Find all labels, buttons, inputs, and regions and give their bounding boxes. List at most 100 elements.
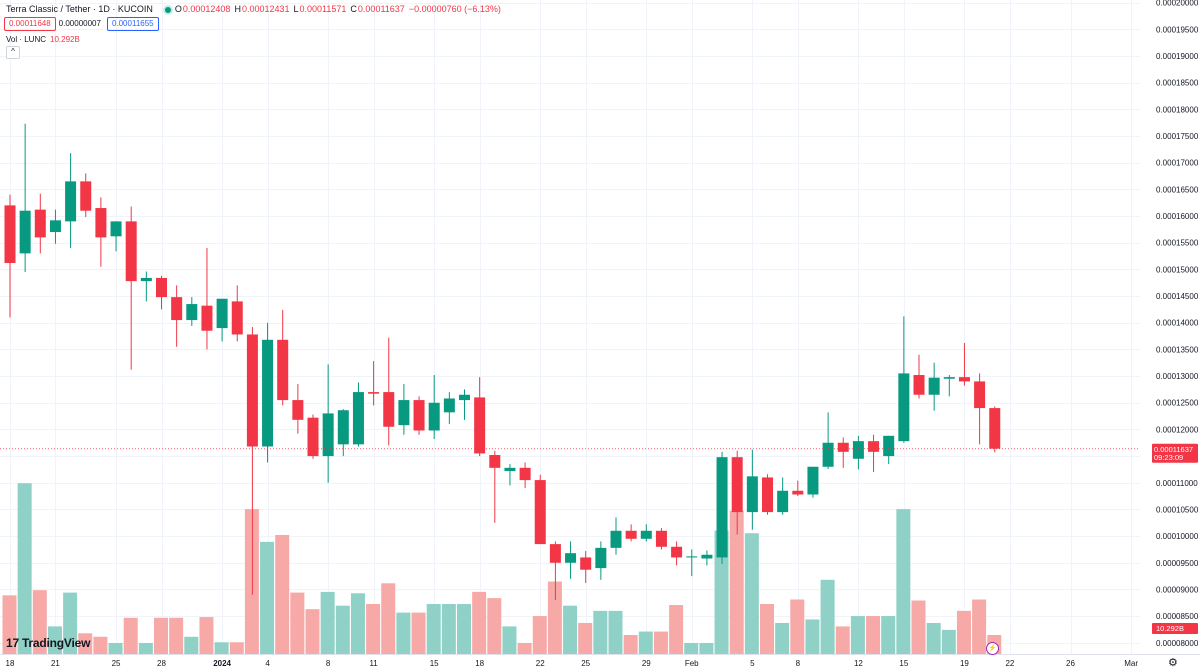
candle-body [640, 530, 652, 539]
candle-body [95, 208, 107, 238]
order-boxes: 0.00011648 0.00000007 0.00011655 [4, 17, 162, 31]
low-value: 0.00011571 [299, 4, 347, 14]
gear-icon[interactable]: ⚙ [1168, 657, 1178, 669]
candle-body [413, 400, 425, 431]
volume-bar [638, 631, 653, 654]
candle-body [49, 220, 61, 233]
volume-last-label: 10.292B [1156, 624, 1184, 633]
volume-bar [260, 541, 275, 654]
candle-body [989, 408, 1001, 449]
tradingview-logo-text: TradingView [21, 636, 91, 650]
candle-body [368, 392, 380, 394]
price-tick-label: 0.00012000 [1156, 425, 1199, 434]
volume-bar [563, 605, 578, 654]
price-tick-label: 0.00009000 [1156, 585, 1199, 594]
volume-bar [17, 483, 32, 654]
time-tick-label: 26 [1066, 659, 1075, 668]
low-label: L [293, 4, 299, 14]
candle-body [459, 394, 470, 401]
volume-bars [2, 483, 1002, 654]
sell-price-button[interactable]: 0.00011648 [4, 17, 56, 31]
price-tick-label: 0.00015500 [1156, 239, 1199, 248]
time-tick-label: 18 [475, 659, 484, 668]
candle-body [352, 392, 364, 445]
lightning-icon[interactable]: ⚡ [986, 642, 999, 655]
volume-bar [941, 629, 956, 654]
time-tick-label: 8 [326, 659, 331, 668]
volume-bar [411, 612, 426, 654]
price-tick-label: 0.00016000 [1156, 212, 1199, 221]
volume-value: 10.292B [50, 35, 80, 44]
volume-bar [184, 636, 199, 654]
buy-price-button[interactable]: 0.00011655 [106, 17, 159, 31]
candle-body [398, 400, 410, 426]
volume-bar [744, 533, 759, 654]
candle-body [443, 398, 455, 413]
candle-body [610, 530, 622, 548]
candle-body [186, 304, 198, 321]
candle-body [171, 297, 183, 321]
time-tick-label: 12 [854, 659, 863, 668]
candle-body [322, 413, 334, 457]
candle-body [837, 442, 849, 452]
collapse-legend-icon[interactable]: ^ [6, 46, 20, 59]
candle-body [519, 467, 531, 481]
volume-bar [47, 626, 62, 654]
volume-bar [63, 592, 78, 654]
time-tick-label: 11 [369, 659, 378, 668]
volume-bar [669, 605, 684, 654]
volume-bar [78, 633, 93, 654]
candle-body [822, 442, 834, 467]
close-label: C [350, 4, 357, 14]
volume-bar [684, 642, 699, 654]
price-tick-label: 0.00015000 [1156, 265, 1199, 274]
price-tick-label: 0.00020000 [1156, 0, 1199, 8]
candle-body [474, 397, 486, 454]
volume-bar [805, 619, 820, 654]
candle-body [428, 402, 440, 431]
last-price-tag [1152, 443, 1198, 463]
candle-body [337, 410, 349, 445]
candle-body [943, 377, 955, 379]
candle-body [974, 381, 986, 409]
volume-bar [320, 591, 335, 654]
time-tick-label: 21 [51, 659, 60, 668]
candle-body [580, 557, 592, 570]
candle-body [262, 339, 274, 447]
price-tick-label: 0.00017000 [1156, 159, 1199, 168]
candle-body [868, 441, 880, 452]
price-tick-label: 0.00017500 [1156, 132, 1199, 141]
candle-body [307, 417, 319, 457]
time-tick-label: Feb [685, 659, 699, 668]
price-tick-label: 0.00016500 [1156, 185, 1199, 194]
candle-body [686, 556, 698, 558]
candle-body [746, 476, 758, 513]
volume-bar [593, 610, 608, 654]
symbol-title[interactable]: Terra Classic / Tether · 1D · KUCOIN [6, 4, 153, 14]
volume-bar [896, 509, 911, 654]
chart-header: Terra Classic / Tether · 1D · KUCOIN O0.0… [6, 3, 505, 15]
candle-body [701, 554, 713, 559]
time-axis: 18 21 25 28 2024 4 8 11 15 18 22 25 29 Feb 5 8 12 15 19 22 2… [0, 654, 1200, 671]
candle-body [852, 441, 864, 459]
candle-body [489, 455, 501, 468]
candle-body [80, 181, 92, 211]
time-tick-label: 18 [6, 659, 15, 668]
candle-body [898, 373, 910, 442]
change-value: −0.00000760 (−6.13%) [408, 4, 501, 14]
time-tick-label: 22 [536, 659, 545, 668]
volume-bar [93, 636, 108, 654]
candle-body [534, 480, 546, 545]
volume-bar [154, 617, 168, 654]
candle-body [883, 435, 895, 457]
time-tick-label: 4 [265, 659, 270, 668]
countdown-label: 09:23:09 [1154, 453, 1183, 462]
volume-bar [350, 593, 365, 654]
market-status-dot [164, 6, 171, 13]
volume-bar [653, 631, 668, 654]
candle-body [655, 530, 667, 547]
tradingview-logo: 17 TradingView [6, 636, 90, 650]
open-value: 0.00012408 [182, 4, 231, 14]
time-tick-label: 25 [581, 659, 590, 668]
